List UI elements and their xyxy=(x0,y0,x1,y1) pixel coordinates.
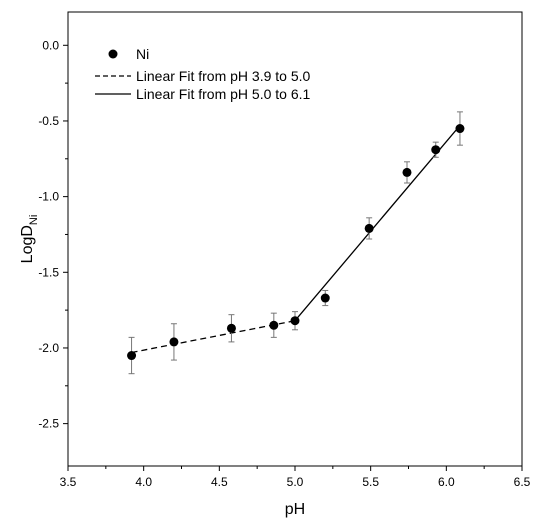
data-point xyxy=(269,320,279,330)
data-point xyxy=(290,316,300,326)
y-tick-label: 0.0 xyxy=(42,38,59,52)
data-point xyxy=(169,337,179,347)
x-axis-title: pH xyxy=(285,501,305,518)
data-points xyxy=(127,111,465,375)
data-point xyxy=(127,351,137,361)
y-axis-title: LogDNi xyxy=(19,215,40,264)
data-point xyxy=(402,167,412,177)
x-tick-label: 3.5 xyxy=(60,475,77,489)
y-axis-ticks: 0.0 -0.5 -1.0 -1.5 -2.0 -2.5 xyxy=(38,38,68,431)
legend-label-fit-high: Linear Fit from pH 5.0 to 6.1 xyxy=(136,86,311,102)
x-tick-label: 6.5 xyxy=(514,475,531,489)
y-axis-title-subscript: Ni xyxy=(28,215,40,225)
fit-line-dashed xyxy=(131,320,296,354)
x-tick-label: 5.0 xyxy=(287,475,304,489)
y-tick-label: -1.5 xyxy=(38,265,59,279)
x-tick-label: 4.5 xyxy=(211,475,228,489)
x-axis-ticks: 3.5 4.0 4.5 5.0 5.5 6.0 6.5 xyxy=(60,466,531,489)
x-tick-label: 4.0 xyxy=(135,475,152,489)
fit-lines xyxy=(131,125,461,354)
x-tick-label: 5.5 xyxy=(362,475,379,489)
legend-label-fit-low: Linear Fit from pH 3.9 to 5.0 xyxy=(136,68,311,84)
legend: Ni Linear Fit from pH 3.9 to 5.0 Linear … xyxy=(95,46,311,102)
y-tick-label: -2.0 xyxy=(38,341,59,355)
data-point xyxy=(320,293,330,303)
data-point xyxy=(455,124,465,134)
y-axis-title-main: LogD xyxy=(19,225,36,263)
data-point xyxy=(364,223,374,233)
y-tick-label: -0.5 xyxy=(38,114,59,128)
legend-marker-ni xyxy=(108,49,118,59)
legend-label-ni: Ni xyxy=(136,46,149,62)
y-tick-label: -2.5 xyxy=(38,417,59,431)
y-tick-label: -1.0 xyxy=(38,190,59,204)
data-point xyxy=(226,323,236,333)
data-point xyxy=(431,145,441,155)
x-tick-label: 6.0 xyxy=(438,475,455,489)
fit-line-solid xyxy=(294,125,461,322)
